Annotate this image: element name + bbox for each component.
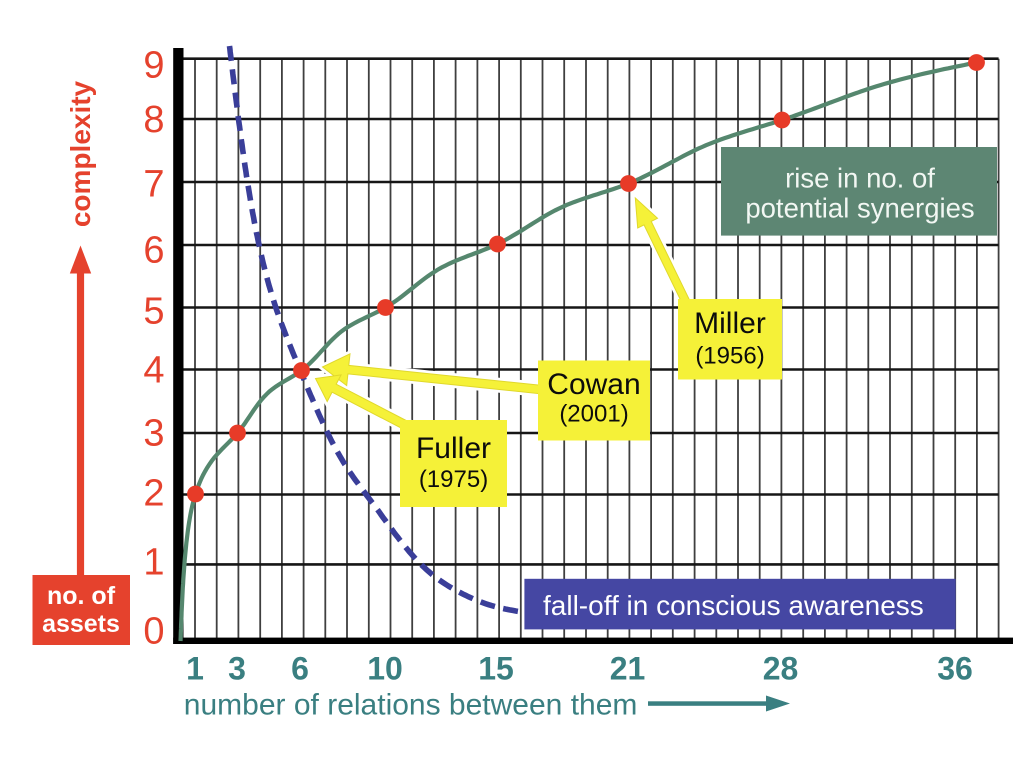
- svg-text:rise in no. of: rise in no. of: [785, 162, 935, 193]
- svg-text:36: 36: [937, 651, 973, 687]
- svg-text:Miller: Miller: [694, 307, 766, 340]
- svg-text:15: 15: [478, 651, 514, 687]
- svg-text:2: 2: [143, 473, 164, 515]
- svg-text:(2001): (2001): [559, 401, 628, 428]
- svg-text:Cowan: Cowan: [547, 368, 640, 401]
- svg-text:4: 4: [143, 350, 164, 392]
- svg-text:6: 6: [143, 230, 164, 272]
- svg-text:21: 21: [610, 651, 646, 687]
- svg-text:fall-off in conscious awarenes: fall-off in conscious awareness: [543, 590, 924, 621]
- svg-text:10: 10: [367, 651, 403, 687]
- svg-text:6: 6: [291, 651, 309, 687]
- svg-text:(1975): (1975): [419, 466, 488, 493]
- svg-text:8: 8: [143, 99, 164, 141]
- svg-text:assets: assets: [42, 610, 120, 638]
- svg-text:3: 3: [143, 413, 164, 455]
- svg-text:number of relations between th: number of relations between them: [184, 689, 638, 722]
- svg-text:7: 7: [143, 164, 164, 206]
- svg-text:no. of: no. of: [47, 582, 116, 610]
- svg-text:1: 1: [186, 651, 204, 687]
- svg-text:complexity: complexity: [65, 80, 96, 227]
- svg-text:0: 0: [143, 611, 164, 653]
- svg-text:(1956): (1956): [695, 343, 764, 370]
- svg-text:5: 5: [143, 291, 164, 333]
- svg-text:3: 3: [228, 651, 246, 687]
- svg-text:9: 9: [143, 45, 164, 87]
- svg-text:1: 1: [143, 542, 164, 584]
- svg-text:28: 28: [763, 651, 799, 687]
- svg-text:potential synergies: potential synergies: [745, 193, 974, 224]
- svg-text:Fuller: Fuller: [416, 432, 491, 465]
